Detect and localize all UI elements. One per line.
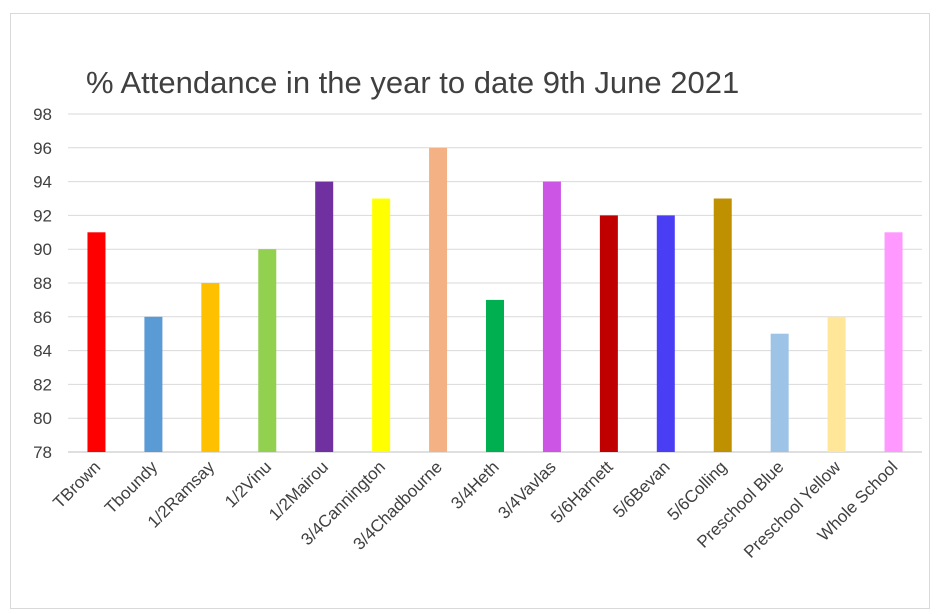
y-tick-label: 80 <box>33 409 52 428</box>
bar-preschool-blue <box>770 333 789 452</box>
bar-1-2ramsay <box>201 283 220 452</box>
bar-5-6bevan <box>656 215 675 452</box>
y-tick-label: 98 <box>33 105 52 124</box>
bar-preschool-yellow <box>827 316 846 452</box>
y-tick-label: 96 <box>33 139 52 158</box>
y-tick-label: 90 <box>33 240 52 259</box>
bar-3-4vavlas <box>542 181 561 452</box>
bar-1-2vinu <box>258 249 277 452</box>
bars <box>87 147 903 453</box>
bar-5-6colling <box>713 198 732 452</box>
x-category-label: TBrown <box>49 457 104 512</box>
chart-title: % Attendance in the year to date 9th Jun… <box>86 65 739 100</box>
y-axis-ticks: 78 80 82 84 86 88 90 92 94 96 98 <box>33 105 52 462</box>
x-category-label: 3/4Heth <box>447 457 503 513</box>
bar-1-2mairou <box>315 181 334 452</box>
bar-5-6harnett <box>599 215 618 452</box>
x-category-label: Preschool Yellow <box>740 457 845 562</box>
y-tick-label: 88 <box>33 274 52 293</box>
bar-tbrown <box>87 232 106 452</box>
bar-whole-school <box>884 232 903 452</box>
y-tick-label: 94 <box>33 173 52 192</box>
bar-3-4heth <box>486 299 504 452</box>
y-tick-label: 84 <box>33 342 52 361</box>
x-category-label: 1/2Vinu <box>221 457 275 511</box>
bar-3-4chadbourne <box>429 147 448 453</box>
x-category-label: 5/6Harnett <box>547 457 617 527</box>
y-tick-label: 86 <box>33 308 52 327</box>
y-tick-label: 92 <box>33 206 52 225</box>
y-tick-label: 78 <box>33 443 52 462</box>
chart-frame <box>10 13 930 609</box>
bar-3-4cannington <box>372 198 391 452</box>
bar-tboundy <box>144 316 163 452</box>
y-tick-label: 82 <box>33 375 52 394</box>
